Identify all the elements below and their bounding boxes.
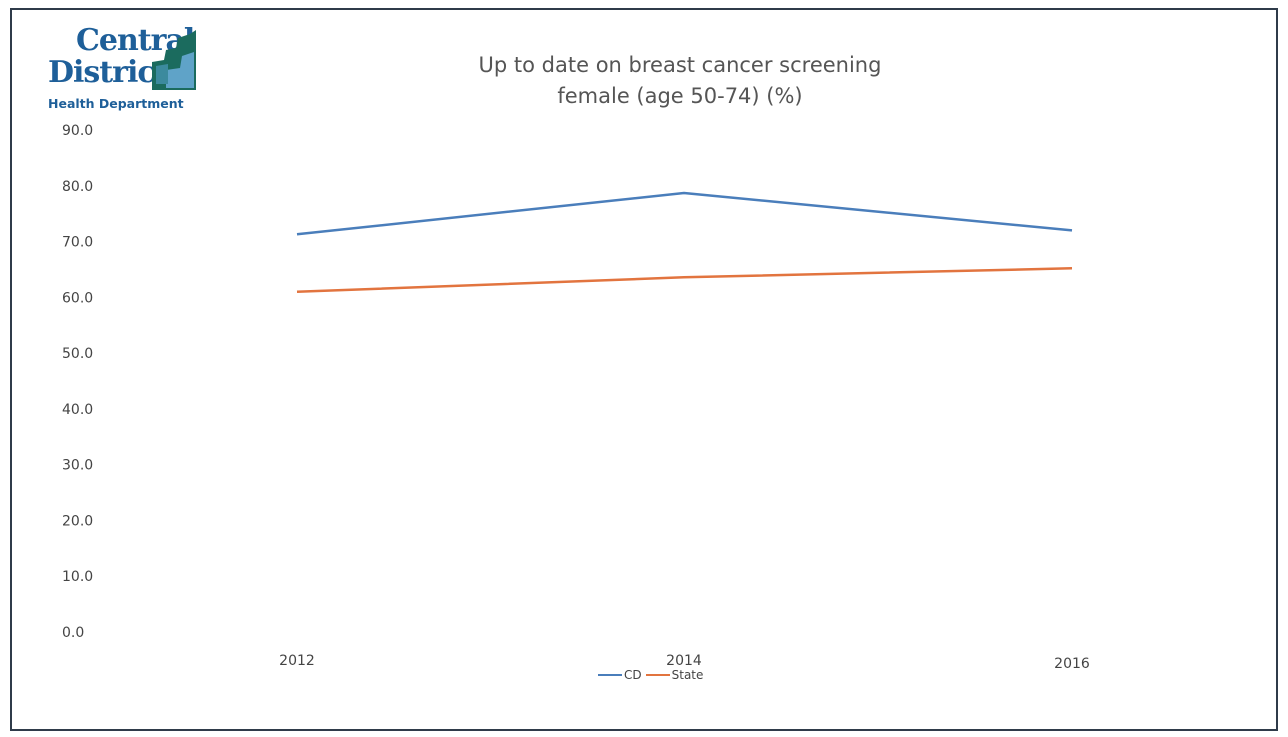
y-tick-label: 60.0 xyxy=(62,290,93,306)
y-tick-label: 90.0 xyxy=(62,123,93,139)
series-line-cd xyxy=(296,191,1073,236)
y-tick-label: 50.0 xyxy=(62,346,93,362)
chart-title: Up to date on breast cancer screening fe… xyxy=(330,50,1030,112)
y-tick-label: 80.0 xyxy=(62,179,93,195)
y-tick-label: 30.0 xyxy=(62,458,93,474)
legend-swatch-state xyxy=(645,674,670,676)
legend-item-cd: CD xyxy=(598,668,642,682)
y-tick-label: 70.0 xyxy=(62,235,93,251)
logo-text-district: District xyxy=(48,55,168,90)
logo-text-health-department: Health Department xyxy=(48,96,184,111)
y-tick-label: 10.0 xyxy=(62,569,93,585)
central-district-logo: Central District Health Department xyxy=(36,24,206,120)
legend-label-state: State xyxy=(671,668,704,682)
chart-legend: CD State xyxy=(598,668,703,682)
x-tick-label: 2016 xyxy=(1054,656,1090,672)
y-tick-label: 40.0 xyxy=(62,402,93,418)
y-tick-label: 20.0 xyxy=(62,513,93,529)
chart-title-line-1: Up to date on breast cancer screening xyxy=(478,53,882,77)
x-tick-label: 2014 xyxy=(666,653,702,669)
district-map-icon xyxy=(152,30,196,90)
x-tick-label: 2012 xyxy=(279,653,315,669)
y-tick-label: 0.0 xyxy=(62,625,84,641)
legend-item-state: State xyxy=(645,668,704,682)
legend-swatch-cd xyxy=(598,674,622,676)
chart-title-line-2: female (age 50-74) (%) xyxy=(557,84,803,108)
series-line-state xyxy=(296,267,1073,294)
legend-label-cd: CD xyxy=(624,668,642,682)
chart-frame xyxy=(10,8,1278,731)
